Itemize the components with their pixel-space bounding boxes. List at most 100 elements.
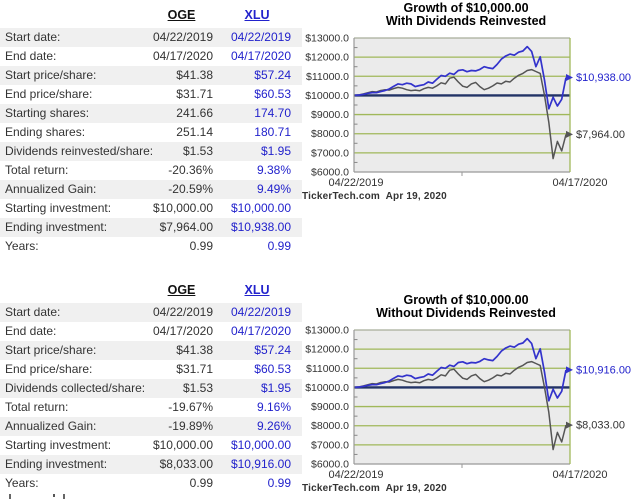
y-tick-label: $12000.0 — [305, 344, 349, 356]
y-tick-label: $9000.0 — [311, 109, 349, 121]
col-header-xlu-link[interactable]: XLU — [244, 8, 270, 22]
row-label: Starting shares: — [5, 106, 90, 120]
y-tick-label: $10000.0 — [305, 382, 349, 394]
y-tick-label: $10000.0 — [305, 90, 349, 102]
row-label: Starting investment: — [5, 201, 112, 215]
y-tick-label: $13000.0 — [305, 33, 349, 45]
table-row: End price/share: $31.71 $60.53 — [0, 85, 302, 104]
xlu-value: $10,916.00 — [230, 457, 291, 471]
oge-value: $31.71 — [176, 362, 213, 376]
oge-value: $1.53 — [182, 381, 213, 395]
oge-value: -20.59% — [168, 182, 213, 196]
oge-value: $8,033.00 — [159, 457, 213, 471]
oge-value: -19.67% — [168, 400, 213, 414]
series-line-xlu — [354, 45, 567, 110]
row-label: Total return: — [5, 400, 69, 414]
table-row: Total return: -20.36% 9.38% — [0, 161, 302, 180]
table-body: Start date: 04/22/2019 04/22/2019 End date:… — [0, 28, 302, 256]
xlu-value: 04/17/2020 — [230, 49, 291, 63]
y-tick-label: $6000.0 — [311, 459, 349, 471]
x-tick-label-start: 04/22/2019 — [328, 469, 383, 481]
oge-value: 04/22/2019 — [152, 30, 213, 44]
row-label: Start price/share: — [5, 68, 97, 82]
table-body: Start date: 04/22/2019 04/22/2019 End date:… — [0, 303, 302, 493]
table-header-row: OGE XLU — [0, 8, 302, 28]
xlu-value: $57.24 — [254, 343, 291, 357]
y-tick-label: $9000.0 — [311, 401, 349, 413]
oge-value: $7,964.00 — [159, 220, 213, 234]
chart-title-line2: Without Dividends Reinvested — [376, 306, 556, 320]
xlu-value: 180.71 — [254, 125, 291, 139]
xlu-value: 0.99 — [267, 476, 291, 490]
xlu-value: 04/17/2020 — [230, 324, 291, 338]
table-row: Ending shares: 251.14 180.71 — [0, 123, 302, 142]
growth-chart-without-dividends: $13000.0 $12000.0 $11000.0 $10000.0 $9000.0 $… — [305, 325, 631, 482]
oge-value: 251.14 — [176, 125, 213, 139]
xlu-value: 04/22/2019 — [230, 30, 291, 44]
col-header-oge: OGE — [167, 8, 196, 22]
clipped-letter-mark — [9, 494, 11, 499]
row-label: Annualized Gain: — [5, 182, 97, 196]
row-label: Ending shares: — [5, 125, 86, 139]
row-label: Start date: — [5, 30, 61, 44]
col-header-xlu-link[interactable]: XLU — [244, 283, 270, 297]
row-label: Dividends collected/share: — [5, 381, 146, 395]
table-row: Starting shares: 241.66 174.70 — [0, 104, 302, 123]
oge-value: 241.66 — [176, 106, 213, 120]
series-line-xlu — [354, 337, 567, 402]
oge-value: 04/22/2019 — [152, 305, 213, 319]
col-header-oge: OGE — [167, 283, 196, 297]
xlu-value: 0.99 — [267, 239, 291, 253]
y-tick-label: $11000.0 — [306, 71, 349, 83]
growth-chart-with-dividends: $13000.0 $12000.0 $11000.0 $10000.0 $9000.0 $… — [305, 33, 631, 190]
xlu-value: 9.49% — [256, 182, 291, 196]
chart-title: Growth of $10,000.00 With Dividends Rein… — [302, 2, 640, 28]
x-tick-label-end: 04/17/2020 — [552, 469, 607, 481]
table-row: End date: 04/17/2020 04/17/2020 — [0, 47, 302, 66]
chart-panel-without-dividends: Growth of $10,000.00 Without Dividends R… — [302, 272, 640, 501]
row-label: Ending investment: — [5, 220, 108, 234]
x-tick-label-start: 04/22/2019 — [328, 177, 383, 189]
chart-title-line2: With Dividends Reinvested — [385, 14, 547, 28]
xlu-value: 04/22/2019 — [230, 305, 291, 319]
xlu-value: $57.24 — [254, 68, 291, 82]
comparison-table-without-dividends: OGE XLU Start date: 04/22/2019 04/22/2019 E… — [0, 272, 302, 501]
row-label: End date: — [5, 324, 57, 338]
end-arrow-oge — [566, 421, 573, 429]
oge-value: $41.38 — [176, 343, 213, 357]
end-value-label-xlu: $10,916.00 — [576, 364, 631, 376]
row-label: Annualized Gain: — [5, 419, 97, 433]
row-label: End price/share: — [5, 362, 93, 376]
oge-value: $10,000.00 — [152, 201, 213, 215]
xlu-value: $60.53 — [254, 362, 291, 376]
oge-value: 0.99 — [189, 476, 213, 490]
table-row: Start date: 04/22/2019 04/22/2019 — [0, 28, 302, 47]
y-tick-label: $6000.0 — [311, 167, 349, 179]
xlu-value: $10,000.00 — [230, 438, 291, 452]
row-label: Years: — [5, 239, 39, 253]
table-row: Annualized Gain: -19.89% 9.26% — [0, 417, 302, 436]
row-label: Total return: — [5, 163, 69, 177]
plot-background — [354, 38, 570, 172]
table-row: Start price/share: $41.38 $57.24 — [0, 66, 302, 85]
credit-line: TickerTech.com Apr 19, 2020 — [302, 483, 447, 494]
credit-line: TickerTech.com Apr 19, 2020 — [302, 191, 447, 202]
table-row: Start date: 04/22/2019 04/22/2019 — [0, 303, 302, 322]
y-tick-label: $7000.0 — [311, 439, 349, 451]
chart-title: Growth of $10,000.00 Without Dividends R… — [302, 294, 640, 320]
table-row: Years: 0.99 0.99 — [0, 237, 302, 256]
chart-title-line1: Growth of $10,000.00 — [403, 1, 529, 15]
end-arrow-xlu — [566, 366, 573, 374]
table-row: Start price/share: $41.38 $57.24 — [0, 341, 302, 360]
row-label: Start price/share: — [5, 343, 97, 357]
row-label: Years: — [5, 476, 39, 490]
oge-value: -20.36% — [168, 163, 213, 177]
table-row: End date: 04/17/2020 04/17/2020 — [0, 322, 302, 341]
table-header-row: OGE XLU — [0, 283, 302, 303]
x-tick-label-end: 04/17/2020 — [552, 177, 607, 189]
series-line-oge — [354, 360, 567, 451]
y-tick-label: $12000.0 — [305, 52, 349, 64]
xlu-value: $10,938.00 — [230, 220, 291, 234]
table-row: Dividends reinvested/share: $1.53 $1.95 — [0, 142, 302, 161]
